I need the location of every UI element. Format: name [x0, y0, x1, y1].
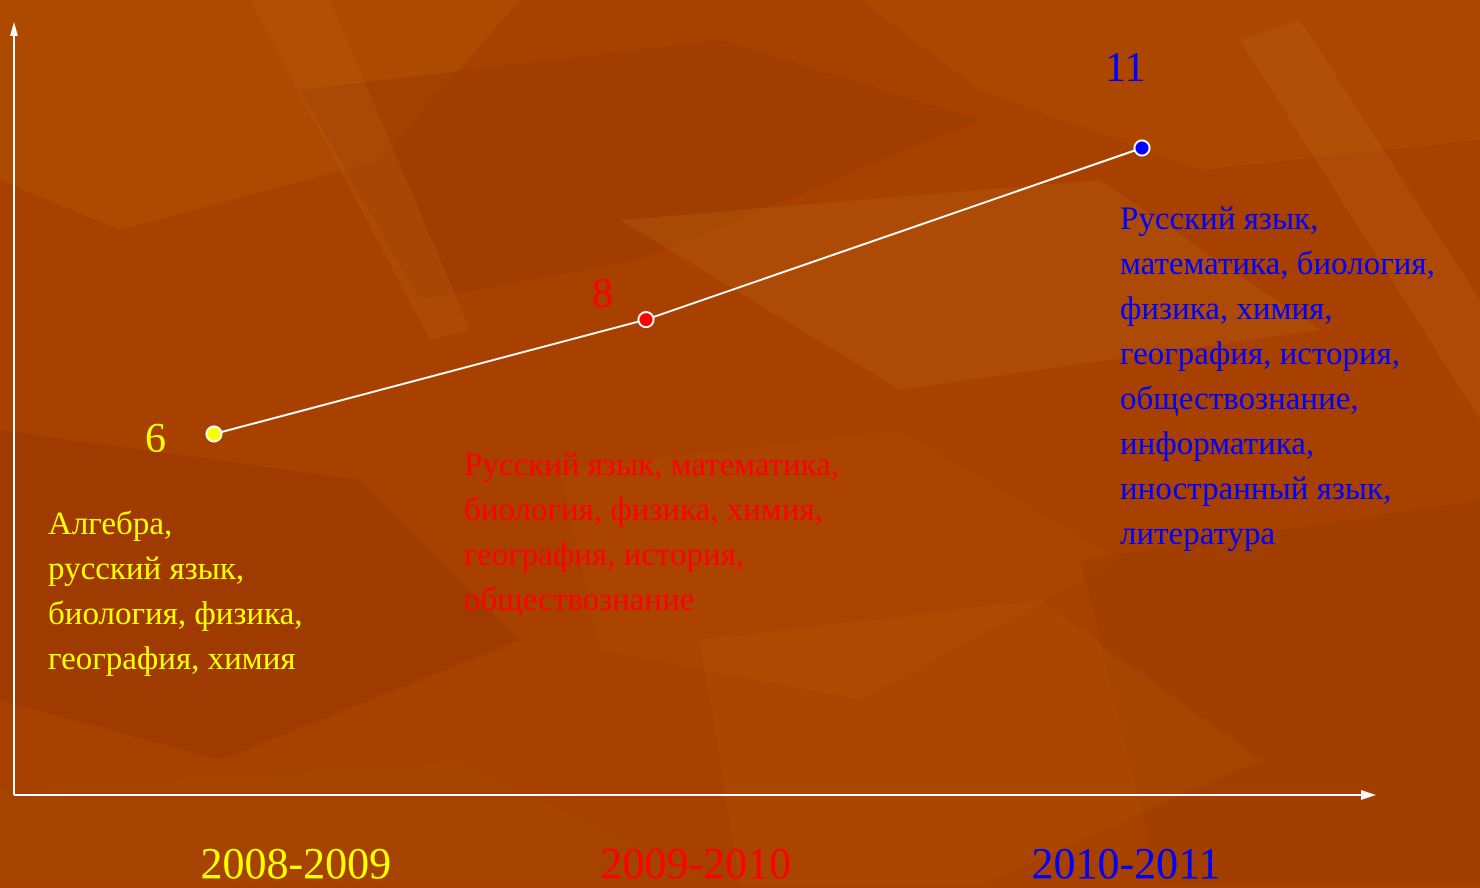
- subject-line: география, история,: [464, 537, 745, 573]
- x-tick-label-3: 2010-2011: [1031, 839, 1221, 888]
- data-point-2: [637, 311, 655, 329]
- y-axis-arrow: [10, 22, 18, 36]
- subject-list-2: Русский язык, математика, биология, физик…: [464, 443, 839, 623]
- subject-line: география, история,: [1120, 336, 1401, 372]
- subject-line: Алгебра,: [48, 506, 173, 542]
- subject-line: обществознание: [464, 582, 695, 618]
- x-tick-label-1: 2008-2009: [200, 839, 392, 888]
- x-axis-arrow: [1361, 790, 1376, 800]
- subject-line: математика, биология,: [1120, 246, 1435, 282]
- data-point-3: [1133, 139, 1151, 157]
- value-label-2: 8: [592, 271, 613, 317]
- data-point-1: [205, 425, 223, 443]
- axes: [10, 22, 1376, 800]
- x-tick-label-2: 2009-2010: [600, 839, 792, 888]
- series-line: [213, 147, 1143, 435]
- subject-line: физика, химия,: [1120, 291, 1333, 327]
- subject-line: русский язык,: [48, 551, 245, 587]
- subject-line: литература: [1120, 516, 1276, 552]
- subject-line: информатика,: [1120, 426, 1315, 462]
- series-layer: [205, 139, 1151, 443]
- subject-line: обществознание,: [1120, 381, 1359, 417]
- subject-list-1: Алгебра, русский язык, биология, физика, ге…: [48, 502, 303, 682]
- subject-line: Русский язык,: [1120, 201, 1319, 237]
- subject-line: география, химия: [48, 641, 296, 677]
- subject-line: биология, физика, химия,: [464, 492, 823, 528]
- value-label-3: 11: [1105, 45, 1146, 91]
- subject-line: Русский язык, математика,: [464, 447, 840, 483]
- subject-list-3: Русский язык, математика, биология, физика…: [1120, 197, 1435, 557]
- subject-line: биология, физика,: [48, 596, 303, 632]
- value-label-1: 6: [145, 416, 166, 462]
- subject-line: иностранный язык,: [1120, 471, 1392, 507]
